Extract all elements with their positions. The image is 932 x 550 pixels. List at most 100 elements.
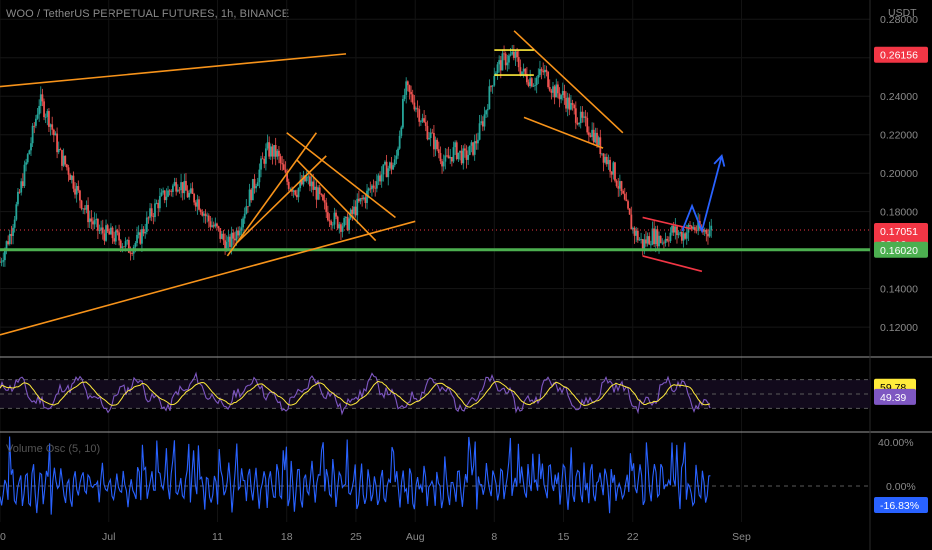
candle-body bbox=[79, 191, 81, 201]
candle-body bbox=[325, 203, 327, 213]
candle-body bbox=[435, 140, 437, 150]
candle-body bbox=[258, 170, 260, 183]
candle-body bbox=[366, 191, 368, 203]
candle-body bbox=[343, 218, 345, 226]
candle-body bbox=[573, 105, 575, 108]
candle-body bbox=[472, 142, 474, 155]
candle-body bbox=[136, 235, 138, 243]
candle-body bbox=[340, 224, 342, 231]
candle-body bbox=[642, 239, 644, 248]
candle-body bbox=[208, 216, 210, 222]
candle-body bbox=[426, 126, 428, 139]
candle-body bbox=[177, 190, 179, 192]
candle-body bbox=[397, 149, 399, 156]
price-tick-label: 0.28000 bbox=[880, 14, 918, 26]
candle-body bbox=[312, 182, 314, 190]
rsi-value-b: 49.39 bbox=[880, 392, 906, 404]
candle-body bbox=[568, 97, 570, 109]
candle-body bbox=[200, 210, 202, 212]
candle-body bbox=[709, 230, 711, 236]
candle-body bbox=[632, 228, 634, 229]
candle-body bbox=[391, 162, 393, 169]
time-tick-label: 8 bbox=[491, 531, 497, 543]
candle-body bbox=[234, 239, 236, 241]
candle-body bbox=[254, 179, 256, 188]
candle-body bbox=[270, 146, 272, 156]
candle-body bbox=[374, 188, 376, 189]
candle-body bbox=[319, 187, 321, 194]
time-tick-label: 11 bbox=[212, 531, 223, 543]
candle-body bbox=[413, 103, 415, 110]
candle-body bbox=[384, 162, 386, 165]
candle-body bbox=[547, 72, 549, 87]
candle-body bbox=[27, 154, 29, 162]
candle-body bbox=[64, 156, 66, 165]
drawings bbox=[0, 31, 870, 335]
candle-body bbox=[77, 186, 79, 191]
volume-tick-label: 0.00% bbox=[886, 481, 916, 493]
candle-body bbox=[59, 149, 61, 150]
candle-body bbox=[443, 162, 445, 167]
candle-body bbox=[347, 217, 349, 230]
candle-body bbox=[652, 229, 654, 245]
candle-body bbox=[417, 108, 419, 109]
candle-body bbox=[407, 81, 409, 85]
candle-body bbox=[415, 108, 417, 109]
candle-body bbox=[193, 194, 195, 203]
candle-body bbox=[588, 132, 590, 135]
candle-body bbox=[430, 133, 432, 138]
candle-body bbox=[139, 232, 141, 243]
candle-body bbox=[311, 182, 313, 187]
candle-body bbox=[285, 170, 287, 173]
candle-body bbox=[616, 181, 618, 186]
candle-body bbox=[17, 192, 19, 204]
candle-body bbox=[436, 140, 438, 149]
candle-body bbox=[595, 133, 597, 142]
candle-body bbox=[696, 230, 698, 231]
candle-body bbox=[670, 233, 672, 241]
candle-body bbox=[25, 162, 27, 164]
candle-body bbox=[461, 151, 463, 164]
candle-body bbox=[180, 182, 182, 190]
candle-body bbox=[653, 229, 655, 244]
candle-body bbox=[43, 101, 45, 117]
candle-body bbox=[572, 103, 574, 105]
candle-body bbox=[555, 84, 557, 97]
candle-body bbox=[622, 191, 624, 194]
candle-body bbox=[681, 232, 683, 241]
candle-body bbox=[412, 94, 414, 102]
candle-body bbox=[82, 208, 84, 209]
candle-body bbox=[710, 226, 712, 231]
candle-body bbox=[684, 233, 686, 238]
candle-body bbox=[252, 179, 254, 200]
time-axis[interactable]: 20 Jul 11 18 25 Aug 8 15 22 Sep bbox=[0, 531, 751, 543]
candle-body bbox=[488, 86, 490, 109]
candle-body bbox=[518, 57, 520, 67]
candle-body bbox=[342, 226, 344, 231]
candle-body bbox=[231, 233, 233, 247]
candle-body bbox=[309, 176, 311, 186]
candle-body bbox=[449, 157, 451, 158]
candle-body bbox=[705, 230, 707, 234]
candle-body bbox=[650, 244, 652, 245]
candle-body bbox=[596, 133, 598, 145]
candle-body bbox=[464, 148, 466, 150]
volume-tick-label: 40.00% bbox=[878, 437, 914, 449]
candle-body bbox=[466, 150, 468, 159]
candle-body bbox=[239, 231, 241, 236]
candle-body bbox=[263, 159, 265, 164]
candle-body bbox=[508, 56, 510, 63]
candle-body bbox=[30, 143, 32, 150]
candle-body bbox=[648, 236, 650, 244]
candle-body bbox=[608, 160, 610, 164]
candle-body bbox=[523, 69, 525, 72]
candle-body bbox=[365, 197, 367, 203]
candle-body bbox=[423, 118, 425, 122]
candle-body bbox=[152, 216, 154, 217]
candle-body bbox=[586, 118, 588, 132]
candle-body bbox=[63, 156, 65, 166]
candle-body bbox=[395, 156, 397, 160]
candle-body bbox=[640, 239, 642, 240]
candle-body bbox=[157, 203, 159, 208]
candle-body bbox=[162, 191, 164, 193]
